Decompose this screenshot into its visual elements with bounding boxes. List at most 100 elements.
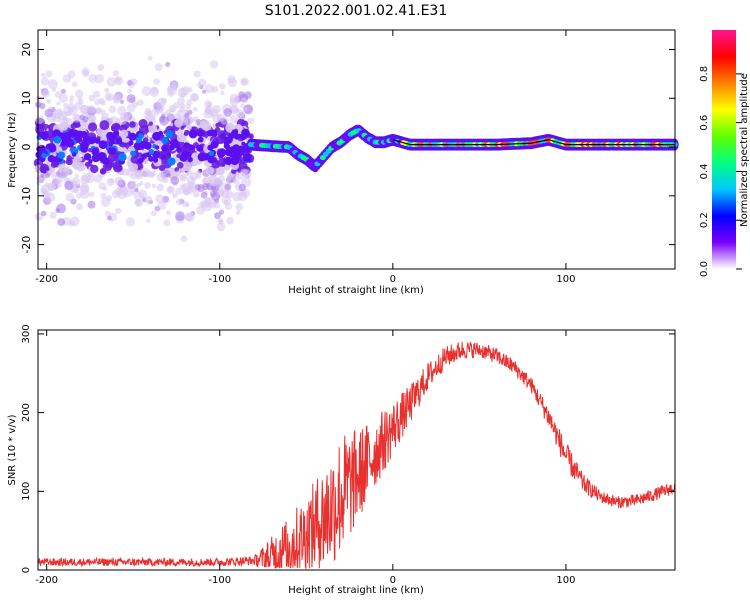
noise-speck: [49, 211, 57, 219]
band-speck: [155, 145, 160, 150]
noise-speck: [88, 114, 93, 119]
noise-speck: [239, 93, 249, 103]
noise-speck: [224, 202, 233, 210]
noise-speck: [167, 186, 174, 193]
band-speck: [71, 152, 77, 157]
noise-speck: [202, 177, 209, 185]
band-speck: [230, 156, 240, 166]
noise-speck: [94, 73, 105, 84]
noise-speck: [40, 210, 47, 217]
noise-speck: [71, 177, 81, 187]
noise-speck: [48, 79, 58, 90]
band-speck: [47, 155, 56, 163]
noise-speck: [56, 203, 66, 214]
noise-speck: [88, 122, 98, 132]
noise-speck: [69, 95, 75, 100]
noise-speck: [176, 198, 183, 206]
noise-speck: [35, 115, 45, 124]
band-speck: [202, 153, 210, 161]
noise-speck: [154, 63, 163, 72]
noise-speck: [159, 150, 169, 159]
noise-speck: [79, 114, 86, 121]
noise-speck: [217, 175, 225, 183]
y-tick-label: 0: [20, 144, 33, 151]
noise-speck: [130, 155, 139, 164]
noise-speck: [239, 115, 245, 120]
band-speck: [115, 137, 123, 145]
band-speck: [59, 132, 67, 140]
band-speck: [170, 139, 178, 147]
band-speck: [187, 156, 193, 163]
y-tick-label: -10: [20, 187, 33, 205]
noise-speck: [226, 217, 234, 225]
noise-speck: [138, 119, 148, 128]
band-speck: [138, 133, 144, 139]
noise-speck: [186, 124, 192, 130]
band-speck: [100, 152, 105, 158]
band-speck: [71, 129, 79, 137]
noise-speck: [214, 212, 221, 220]
noise-speck: [47, 183, 56, 192]
spectrogram-marks: [33, 55, 679, 242]
noise-speck: [196, 82, 203, 88]
colorbar: 0.0 0.2 0.4 0.6 0.8 Normalized spectral ampl…: [699, 30, 750, 277]
noise-speck: [241, 78, 248, 85]
noise-speck: [126, 103, 136, 113]
noise-speck: [160, 113, 166, 119]
noise-speck: [233, 178, 240, 185]
noise-speck: [216, 113, 225, 122]
noise-speck: [126, 94, 136, 104]
noise-speck: [185, 171, 190, 177]
noise-speck: [80, 189, 90, 199]
colorbar-tick-label: 0.0: [699, 261, 710, 277]
band-speck: [130, 150, 137, 157]
noise-speck: [227, 173, 235, 181]
y-tick-label: -20: [20, 236, 33, 254]
noise-speck: [205, 106, 212, 113]
band-speck: [176, 147, 182, 152]
noise-speck: [88, 191, 95, 198]
noise-speck: [36, 180, 41, 186]
band-speck: [37, 131, 43, 137]
noise-speck: [40, 76, 50, 86]
noise-speck: [235, 203, 243, 211]
band-speck: [152, 150, 161, 159]
noise-speck: [214, 198, 220, 204]
noise-speck: [68, 106, 78, 116]
noise-speck: [147, 55, 153, 61]
noise-speck: [176, 134, 185, 143]
noise-speck: [204, 84, 214, 94]
band-speck: [148, 149, 155, 155]
noise-speck: [116, 118, 120, 122]
noise-speck: [184, 202, 190, 207]
band-speck: [110, 147, 117, 154]
noise-speck: [39, 102, 46, 110]
noise-speck: [187, 180, 195, 188]
noise-speck: [180, 235, 188, 242]
noise-speck: [88, 74, 97, 83]
band-speck: [98, 140, 108, 150]
noise-speck: [78, 99, 84, 105]
noise-speck: [95, 107, 101, 114]
ridge-line: [392, 139, 675, 146]
band-speck: [91, 147, 100, 156]
noise-speck: [220, 162, 226, 167]
noise-speck: [178, 115, 189, 126]
noise-speck: [144, 182, 151, 189]
noise-speck: [243, 104, 254, 115]
noise-speck: [92, 117, 97, 122]
noise-speck: [201, 201, 212, 212]
band-speck: [234, 146, 239, 151]
noise-speck: [56, 101, 61, 106]
noise-speck: [134, 169, 143, 178]
spectrogram-xlabel: Height of straight line (km): [288, 285, 424, 296]
noise-speck: [119, 99, 125, 105]
noise-speck: [44, 172, 51, 179]
noise-speck: [185, 212, 195, 222]
noise-speck: [200, 191, 208, 199]
noise-speck: [229, 114, 238, 124]
noise-speck: [209, 191, 217, 198]
colorbar-tick-label: 0.2: [699, 212, 710, 228]
noise-speck: [219, 83, 226, 90]
